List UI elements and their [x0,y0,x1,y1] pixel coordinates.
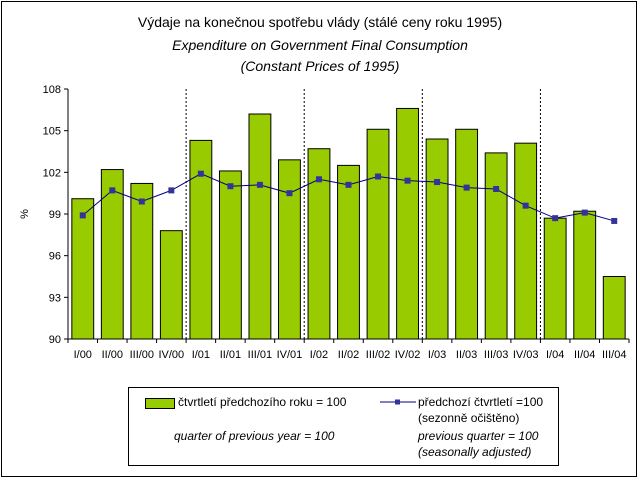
x-tick-label: III/01 [248,349,272,361]
chart-title: Výdaje na konečnou spotřebu vlády (stálé… [137,14,503,30]
chart-subtitle-en: Expenditure on Government Final Consumpt… [172,37,468,53]
legend-line-icon [380,399,416,405]
line-marker [434,179,441,186]
x-tick-label: II/02 [338,349,359,361]
bar [189,139,213,340]
line-marker [345,181,352,188]
line-marker [611,217,618,224]
bar [71,198,95,340]
line-marker [197,170,204,177]
legend-line-label-en-sub: (seasonally adjusted) [418,445,532,459]
bar [425,138,449,340]
x-tick-label: II/01 [220,349,241,361]
legend-bar-swatch [145,398,175,409]
x-tick-label: IV/03 [513,349,539,361]
bar [396,107,419,340]
line-marker [315,176,322,183]
x-tick-label: I/04 [546,349,564,361]
x-tick-label: IV/02 [395,349,421,361]
legend: čtvrtletí předchozího roku = 100 quarter… [128,387,559,466]
line-marker [404,177,411,184]
line-marker [138,198,145,205]
line-marker [109,187,116,194]
bar [159,230,183,340]
bar [514,142,538,340]
bar [278,159,301,340]
bar [543,217,567,340]
line-marker [286,190,293,197]
line-marker [552,215,559,222]
bar [248,113,272,340]
legend-line-label-en: previous quarter = 100 [418,429,539,443]
x-tick-label: IV/00 [158,349,184,361]
x-tick-label: II/00 [102,349,123,361]
line-marker [493,186,500,192]
line-marker [463,184,470,191]
line-marker [581,209,588,216]
x-tick-label: III/00 [130,349,154,361]
line-marker [256,181,263,188]
chart-subtitle-prices: (Constant Prices of 1995) [240,58,400,74]
legend-line-label: předchozí čtvrtletí =100 [418,395,544,409]
x-tick-label: III/02 [366,349,390,361]
bar [484,152,508,340]
line-marker [168,187,175,194]
line-marker [227,183,234,190]
y-tick-label: 99 [49,209,61,221]
y-tick-label: 102 [43,167,61,179]
x-tick-label: I/01 [192,349,210,361]
legend-bar-label: čtvrtletí předchozího roku = 100 [178,395,347,409]
legend-bar-label-en: quarter of previous year = 100 [174,429,335,443]
bar [366,128,390,340]
x-tick-label: I/03 [428,349,446,361]
x-tick-label: III/03 [484,349,508,361]
y-tick-label: 105 [43,126,61,138]
bar [218,170,242,340]
bar [130,182,154,340]
bar [100,169,124,340]
x-tick-label: II/04 [574,349,595,361]
x-tick-label: I/02 [310,349,328,361]
x-tick-label: II/03 [456,349,477,361]
line-marker [79,212,86,219]
x-tick-label: I/00 [74,349,92,361]
bar [573,210,597,340]
x-tick-label: III/04 [602,349,626,361]
line-marker [522,202,529,209]
y-tick-label: 93 [49,292,61,304]
bar [337,164,360,340]
y-axis-label: % [19,209,31,219]
line-marker [375,173,382,180]
y-tick-label: 96 [49,251,61,263]
legend-line-label-sub: (sezonně očištěno) [418,411,520,425]
y-tick-label: 90 [49,334,61,346]
y-tick-label: 108 [43,84,61,96]
x-tick-label: IV/01 [277,349,303,361]
bar [455,128,479,340]
bar [602,276,626,340]
